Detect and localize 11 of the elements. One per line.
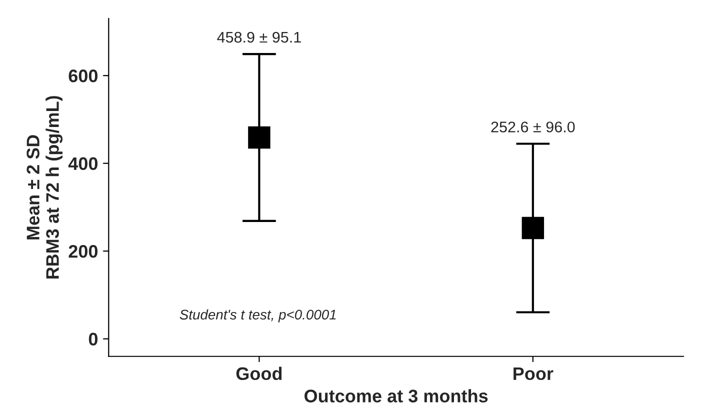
x-axis-title: Outcome at 3 months (304, 389, 488, 402)
x-tick-label: Good (236, 366, 282, 380)
y-tick-label: 400 (68, 157, 98, 170)
annotation: 252.6 ± 96.0 (491, 122, 575, 132)
x-tick-label: Poor (514, 367, 554, 380)
annotation: 458.9 ± 95.1 (217, 32, 301, 43)
y-axis-title: Mean ± 2 SD RBM3 at 72 h (pg/mL) (26, 96, 63, 279)
y-tick-label: 200 (68, 245, 98, 258)
y-tick-label: 0 (88, 332, 98, 346)
y-tick-label: 600 (68, 70, 98, 82)
annotation: Student's t test, p<0.0001 (180, 309, 336, 322)
